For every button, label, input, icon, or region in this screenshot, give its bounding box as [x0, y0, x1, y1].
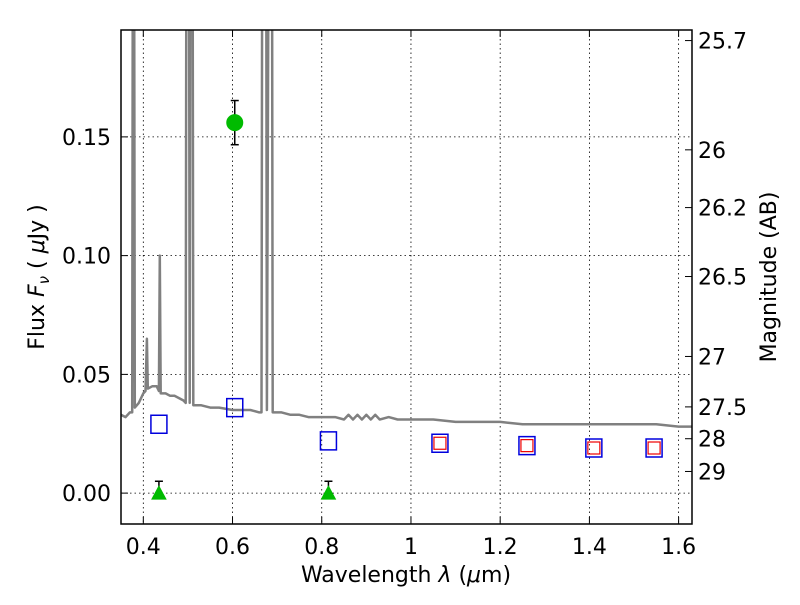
y2-tick-label: 29 [698, 460, 726, 485]
x-tick-label: 1.4 [572, 535, 607, 560]
x-tick-label: 0.8 [304, 535, 339, 560]
x-tick-label: 0.4 [126, 535, 161, 560]
y-tick-label: 0.05 [62, 363, 111, 388]
x-tick-label: 1 [404, 535, 418, 560]
y2-axis-label: Magnitude (AB) [757, 192, 782, 363]
y2-tick-label: 28 [698, 428, 726, 453]
model-photometry-marker [431, 433, 449, 453]
plot-background [121, 30, 692, 524]
y-axis-label: Flux Fν ( μJy ) [25, 204, 53, 349]
grid [121, 30, 692, 524]
y2-tick-label: 26.2 [698, 197, 747, 222]
model-photometry-marker [645, 438, 663, 458]
spectrum-line [121, 30, 692, 428]
observed-photometry-marker [433, 436, 447, 450]
upper-limit-marker [320, 485, 337, 500]
y2-tick-label: 26.5 [698, 266, 747, 291]
y2-tick-label: 27.5 [698, 396, 747, 421]
series [121, 30, 692, 428]
observed-photometry-marker [520, 439, 534, 453]
y-tick-label: 0.10 [62, 245, 111, 270]
x-tick-label: 0.6 [215, 535, 250, 560]
y2-tick-label: 25.7 [698, 30, 747, 55]
ticks: 0.4 0.6 0.8 1 1.2 1.4 1.6 0.00 0.05 0.10 0.15 25.7 2… [62, 30, 747, 560]
upper-limit-marker [151, 485, 167, 500]
y2-tick-label: 27 [698, 345, 726, 370]
model-photometry-marker [150, 414, 168, 434]
x-tick-label: 1.2 [483, 535, 518, 560]
model-photometry-marker [518, 435, 536, 456]
y-tick-label: 0.00 [62, 482, 111, 507]
y-tick-label: 0.15 [62, 126, 111, 151]
y2-tick-label: 26 [698, 139, 726, 164]
model-photometry-marker [585, 438, 603, 458]
markers [150, 99, 663, 500]
detection-marker [226, 114, 244, 132]
x-tick-label: 1.6 [661, 535, 696, 560]
model-photometry-marker [319, 431, 338, 451]
observed-photometry-marker [647, 441, 661, 455]
model-photometry-marker [226, 397, 244, 418]
x-axis-label: Wavelength λ (μm) [301, 563, 511, 588]
observed-photometry-marker [587, 441, 601, 455]
